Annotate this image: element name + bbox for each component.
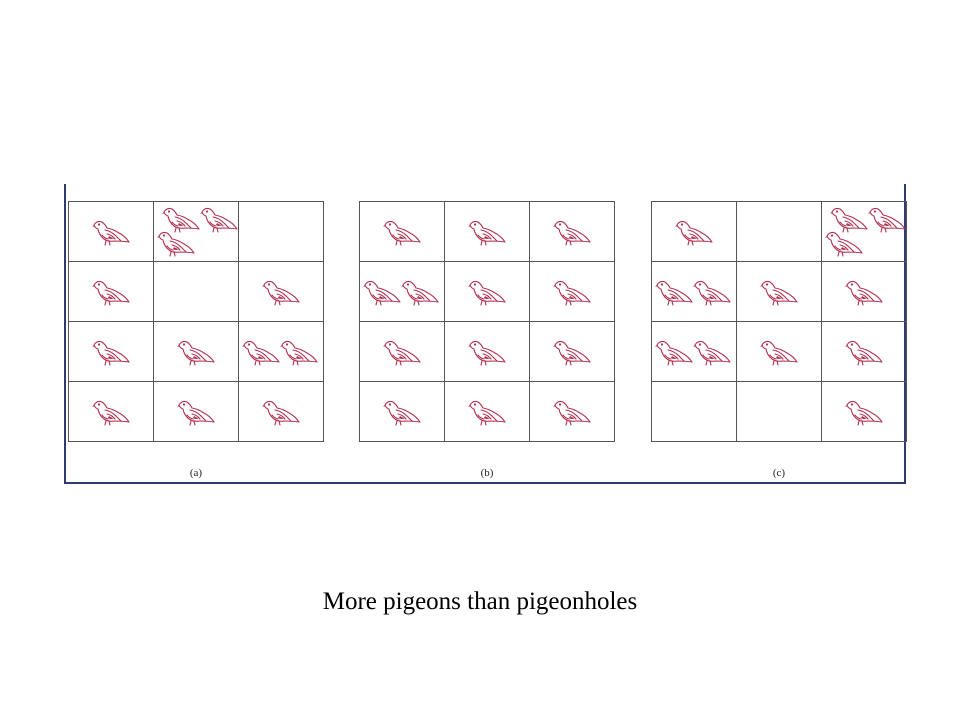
pigeon-icon: [161, 204, 201, 234]
pigeon-icon: [654, 277, 694, 307]
pigeon-icon: [176, 337, 216, 367]
pigeon-icon: [692, 277, 732, 307]
pigeon-icon: [279, 337, 319, 367]
pigeonhole-cell: [360, 202, 445, 262]
pigeon-icon: [467, 277, 507, 307]
pigeonhole-cell: [239, 322, 324, 382]
pigeon-icon: [844, 277, 884, 307]
pigeon-icon: [467, 217, 507, 247]
pigeonhole-cell: [822, 202, 907, 262]
pigeonhole-cell: [737, 322, 822, 382]
pigeonhole-grid-c: [651, 201, 907, 442]
pigeon-icon: [674, 217, 714, 247]
pigeonhole-cell: [530, 262, 615, 322]
pigeonhole-cell: [822, 262, 907, 322]
pigeon-icon: [824, 228, 864, 258]
panel-b: (b): [359, 201, 615, 479]
pigeon-icon: [261, 397, 301, 427]
pigeon-icon: [829, 204, 869, 234]
pigeonhole-cell: [360, 382, 445, 442]
pigeon-icon: [692, 337, 732, 367]
pigeon-icon: [91, 277, 131, 307]
panel-label-a: (a): [189, 467, 203, 479]
pigeon-icon: [867, 204, 906, 234]
pigeon-icon: [759, 277, 799, 307]
pigeonhole-cell: [445, 202, 530, 262]
pigeon-icon: [552, 277, 592, 307]
pigeon-icon: [844, 397, 884, 427]
pigeon-icon: [400, 277, 440, 307]
pigeon-icon: [176, 397, 216, 427]
pigeon-icon: [362, 277, 402, 307]
slide-caption: More pigeons than pigeonholes: [322, 588, 638, 615]
pigeon-icon: [467, 397, 507, 427]
pigeonhole-cell: [530, 322, 615, 382]
pigeon-icon: [261, 277, 301, 307]
pigeon-icon: [382, 397, 422, 427]
pigeon-icon: [382, 337, 422, 367]
pigeonhole-cell: [445, 262, 530, 322]
pigeon-icon: [759, 337, 799, 367]
pigeonhole-cell: [530, 382, 615, 442]
pigeonhole-cell: [822, 322, 907, 382]
pigeonhole-cell: [360, 262, 445, 322]
pigeonhole-grid-b: [359, 201, 615, 442]
pigeonhole-cell: [69, 262, 154, 322]
pigeonhole-cell: [69, 322, 154, 382]
panel-label-b: (b): [480, 467, 494, 479]
pigeonhole-cell: [822, 382, 907, 442]
pigeonhole-cell: [154, 202, 239, 262]
pigeon-icon: [91, 397, 131, 427]
pigeonhole-grid-a: [68, 201, 324, 442]
pigeonhole-cell: [737, 202, 822, 262]
pigeonhole-cell: [239, 262, 324, 322]
pigeon-icon: [382, 217, 422, 247]
pigeon-icon: [844, 337, 884, 367]
pigeonhole-cell: [154, 262, 239, 322]
pigeonhole-cell: [530, 202, 615, 262]
panel-label-c: (c): [772, 467, 786, 479]
pigeon-icon: [552, 397, 592, 427]
pigeonhole-cell: [360, 322, 445, 382]
pigeonhole-cell: [652, 202, 737, 262]
pigeonhole-cell: [737, 382, 822, 442]
pigeonhole-cell: [445, 382, 530, 442]
pigeonhole-cell: [652, 322, 737, 382]
pigeon-icon: [199, 204, 238, 234]
pigeon-icon: [654, 337, 694, 367]
pigeon-icon: [91, 217, 131, 247]
pigeonhole-cell: [652, 382, 737, 442]
pigeonhole-cell: [239, 202, 324, 262]
panel-c: (c): [651, 201, 907, 479]
pigeonhole-cell: [154, 322, 239, 382]
pigeonhole-cell: [239, 382, 324, 442]
pigeonhole-cell: [737, 262, 822, 322]
pigeon-icon: [241, 337, 281, 367]
pigeon-icon: [552, 337, 592, 367]
pigeonhole-cell: [69, 382, 154, 442]
pigeonhole-cell: [154, 382, 239, 442]
pigeonhole-figure: (a) (b) (c): [64, 184, 907, 484]
pigeonhole-cell: [652, 262, 737, 322]
pigeon-icon: [467, 337, 507, 367]
pigeon-icon: [91, 337, 131, 367]
pigeon-icon: [552, 217, 592, 247]
pigeon-icon: [156, 228, 196, 258]
pigeonhole-cell: [69, 202, 154, 262]
pigeonhole-cell: [445, 322, 530, 382]
panel-a: (a): [68, 201, 324, 479]
